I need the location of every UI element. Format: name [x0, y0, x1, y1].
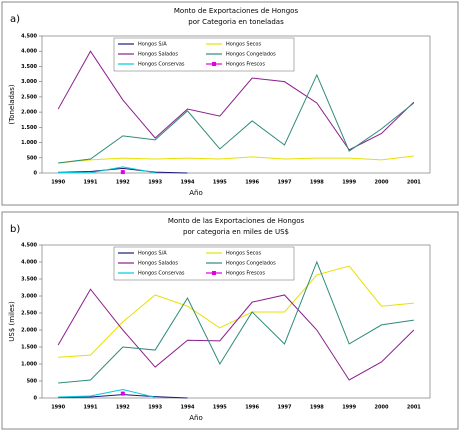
point-marker: [120, 170, 125, 175]
y-tick-label: 3.000: [21, 79, 37, 85]
chart-title: Monto de las Exportaciones de Hongos: [168, 217, 305, 225]
point-marker: [120, 391, 125, 396]
y-axis-label: US$ (miles): [8, 301, 16, 342]
x-tick-label: 1992: [116, 405, 130, 411]
x-tick-label: 1999: [342, 180, 356, 186]
panel-frame: [1, 1, 459, 206]
x-tick-label: 1990: [51, 405, 65, 411]
x-axis-label: Año: [189, 189, 203, 197]
panel-label: b): [10, 224, 20, 235]
x-tick-label: 2001: [407, 180, 421, 186]
legend-label: Hongos Congelados: [226, 261, 276, 267]
x-tick-label: 1993: [148, 405, 162, 411]
x-tick-label: 1991: [84, 405, 98, 411]
series-line: [58, 388, 156, 398]
x-tick-label: 2000: [375, 405, 389, 411]
series-line: [58, 155, 414, 164]
series-line: [57, 288, 415, 381]
x-tick-label: 1997: [278, 180, 292, 186]
x-tick-label: 1996: [245, 405, 259, 411]
series-line: [58, 167, 188, 174]
x-tick-label: 1991: [84, 180, 98, 186]
x-tick-label: 2000: [375, 180, 389, 186]
y-tick-label: 2.000: [21, 328, 37, 334]
chart-subtitle: por categoria en miles de US$: [183, 228, 289, 236]
y-tick-label: 1.000: [21, 140, 37, 146]
y-tick-label: 1.500: [21, 125, 37, 131]
y-tick-label: 500: [27, 379, 38, 385]
y-tick-label: 4.500: [21, 243, 37, 249]
chart-subtitle: por Categoria en toneladas: [188, 18, 284, 26]
legend-label: Hongos Salados: [138, 52, 178, 58]
series-line: [58, 166, 156, 174]
y-tick-label: 1.000: [21, 362, 37, 368]
series-line: [58, 73, 415, 164]
legend-box: [113, 37, 295, 72]
legend-label: Hongos Secos: [226, 251, 261, 257]
legend-marker: [212, 271, 216, 275]
y-tick-label: 4.500: [21, 34, 37, 40]
x-tick-label: 1998: [310, 405, 324, 411]
x-tick-label: 1990: [51, 180, 65, 186]
x-tick-label: 2001: [407, 405, 421, 411]
legend-label: Hongos Frescos: [226, 271, 265, 277]
legend-label: Hongos Conservas: [138, 62, 185, 68]
x-tick-label: 1999: [342, 405, 356, 411]
y-tick-label: 1.500: [21, 345, 37, 351]
y-tick-label: 0: [34, 396, 38, 402]
y-tick-label: 2.500: [21, 311, 37, 317]
legend-label: Hongos Secos: [226, 42, 261, 48]
x-tick-label: 1995: [213, 180, 227, 186]
x-tick-label: 1994: [181, 405, 195, 411]
y-tick-label: 4.000: [21, 49, 37, 55]
legend-label: Hongos Salados: [138, 261, 178, 267]
panel-label: a): [10, 14, 20, 25]
x-tick-label: 1992: [116, 180, 130, 186]
x-axis-label: Año: [189, 414, 203, 422]
legend-label: Hongos S/A: [138, 42, 167, 48]
y-tick-label: 3.500: [21, 64, 37, 70]
y-tick-label: 500: [27, 155, 38, 161]
legend-label: Hongos S/A: [138, 251, 167, 257]
legend-marker: [212, 62, 216, 66]
chart-title: Monto de Exportaciones de Hongos: [174, 7, 299, 15]
series-line: [58, 265, 414, 358]
y-tick-label: 2.500: [21, 94, 37, 100]
legend-box: [113, 246, 295, 281]
legend-label: Hongos Conservas: [138, 271, 185, 277]
y-tick-label: 4.000: [21, 260, 37, 266]
x-tick-label: 1994: [181, 180, 195, 186]
legend-label: Hongos Congelados: [226, 52, 276, 58]
panel-frame: [1, 211, 459, 430]
series-line: [58, 260, 414, 384]
x-tick-label: 1998: [310, 180, 324, 186]
x-tick-label: 1993: [148, 180, 162, 186]
x-tick-label: 1995: [213, 405, 227, 411]
y-axis-label: (Toneladas): [8, 84, 16, 124]
x-tick-label: 1996: [245, 180, 259, 186]
y-tick-label: 0: [34, 171, 38, 177]
y-tick-label: 3.500: [21, 277, 37, 283]
legend-label: Hongos Frescos: [226, 62, 265, 68]
y-tick-label: 3.000: [21, 294, 37, 300]
y-tick-label: 2.000: [21, 110, 37, 116]
x-tick-label: 1997: [278, 405, 292, 411]
